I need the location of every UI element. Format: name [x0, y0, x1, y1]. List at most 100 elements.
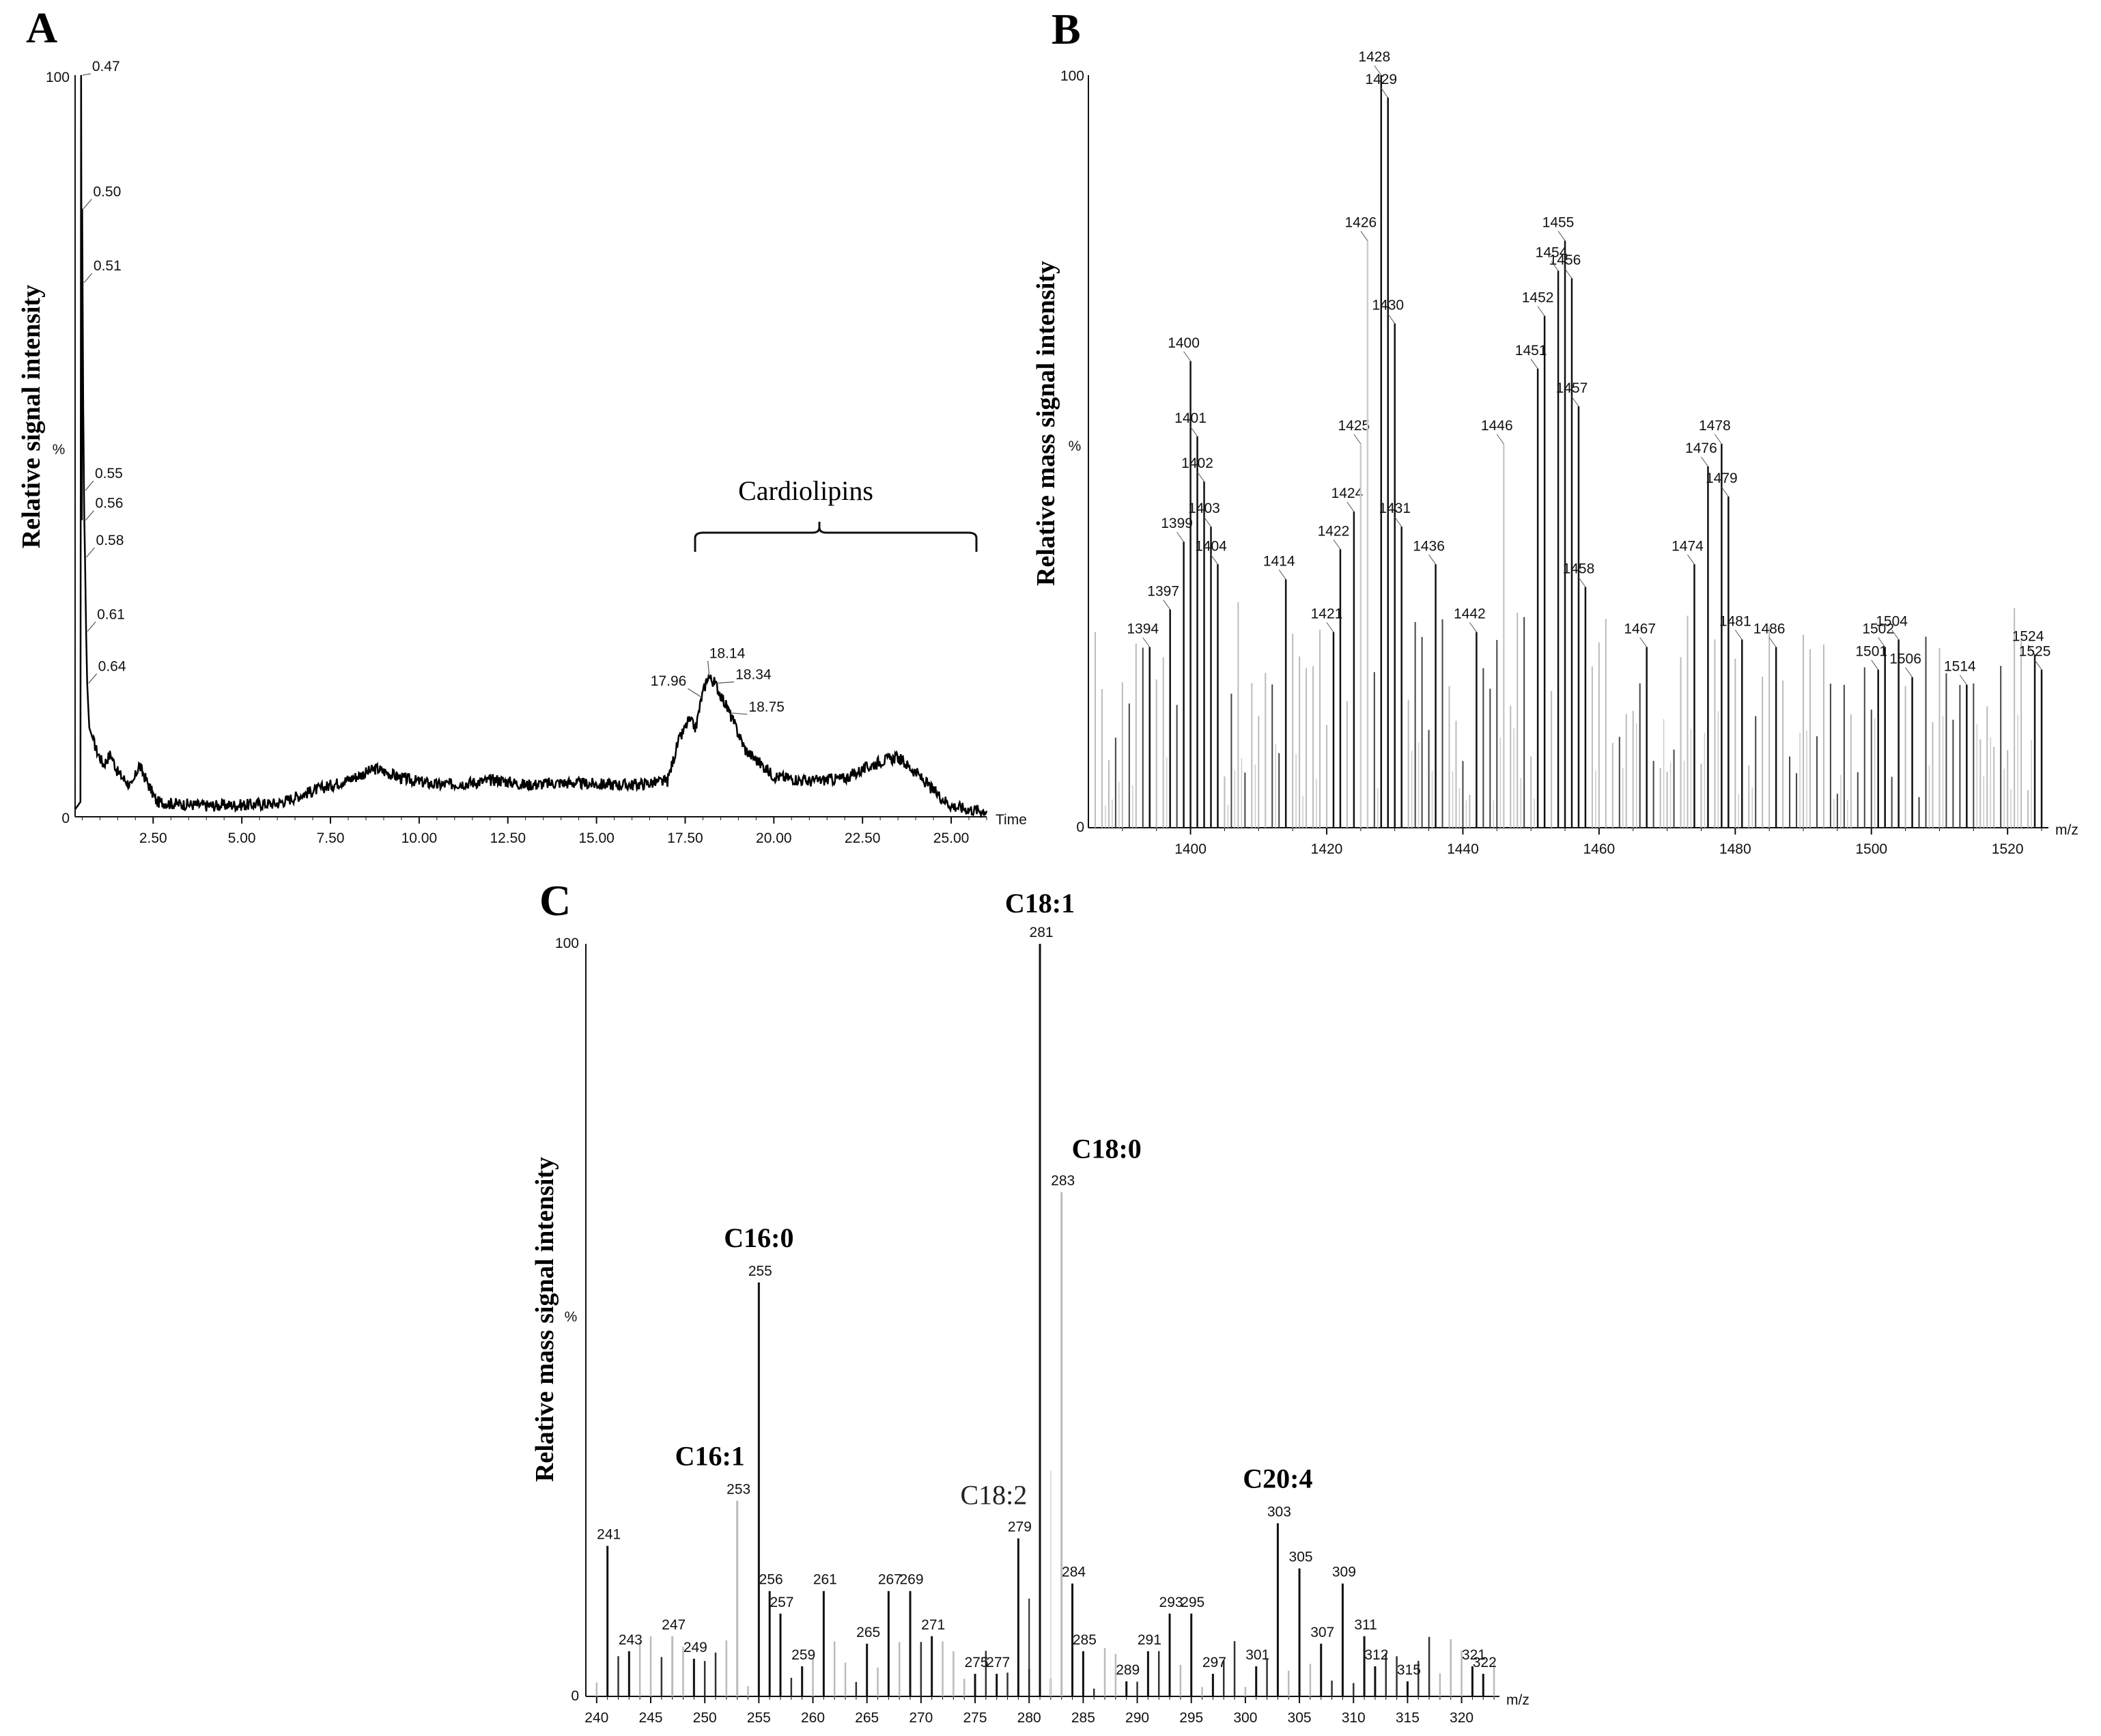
panel-b-mass-spectrum: Relative mass signal intensity 100 % 0 m…	[1032, 49, 2078, 857]
panel-b-x-tick-label: 1460	[1583, 841, 1616, 857]
panel-b-peak-label: 1502	[1862, 621, 1894, 637]
panel-b-peak-label: 1452	[1522, 290, 1554, 306]
panel-b-peak-label: 1458	[1563, 561, 1595, 576]
panel-b-peak-label: 1504	[1876, 614, 1908, 630]
panel-b-peak-leader	[1564, 268, 1573, 279]
panel-letter-a: A	[26, 3, 57, 52]
panel-c-peak-label: 249	[683, 1640, 707, 1655]
panel-a-peak-leader	[85, 480, 94, 491]
panel-b-x-tick-label: 1440	[1447, 841, 1479, 857]
panel-c-peak-label: 256	[759, 1572, 783, 1588]
panel-c-x-tick-label: 290	[1125, 1710, 1149, 1726]
panel-a-peak-leader	[688, 688, 703, 699]
panel-c-peak-label: 295	[1181, 1595, 1204, 1610]
panel-b-peak-leader	[1701, 456, 1708, 467]
panel-b-peak-leader	[1721, 486, 1729, 497]
panel-c-x-tick-label: 245	[638, 1710, 662, 1726]
panel-b-peak-label: 1454	[1536, 245, 1568, 261]
panel-b-peak-label: 1428	[1358, 49, 1390, 65]
fatty-acid-label: C18:2	[960, 1480, 1027, 1511]
panel-c-peak-label: 261	[813, 1572, 837, 1588]
panel-c-peak-label: 291	[1138, 1632, 1161, 1648]
panel-b-peak-label: 1476	[1685, 440, 1717, 456]
panel-letter-b: B	[1052, 5, 1081, 53]
panel-b-peak-leader	[1381, 87, 1389, 98]
panel-b-peak-label: 1399	[1161, 516, 1193, 531]
panel-b-peak-label: 1430	[1372, 298, 1404, 313]
panel-a-peak-label: 0.61	[97, 607, 125, 623]
cardiolipins-bracket	[694, 522, 978, 552]
panel-a-y-top-label: 100	[46, 70, 70, 85]
panel-c-x-tick-label: 285	[1071, 1710, 1095, 1726]
panel-b-peak-label: 1400	[1168, 335, 1200, 351]
panel-b-peak-leader	[2027, 645, 2035, 655]
panel-b-peak-leader	[1428, 555, 1436, 565]
panel-b-x-tick-label: 1400	[1174, 841, 1207, 857]
panel-c-x-tick-label: 265	[855, 1710, 879, 1726]
panel-c-y-top-label: 100	[555, 936, 579, 951]
panel-b-peak-leader	[1197, 471, 1204, 482]
panel-b-peak-label: 1436	[1413, 538, 1445, 554]
panel-a-peak-label: 0.56	[96, 496, 124, 512]
panel-a-peak-leader	[85, 510, 94, 520]
panel-b-peak-leader	[1551, 261, 1559, 271]
panel-b-peak-label: 1431	[1379, 501, 1411, 516]
panel-a-y-mid-label: %	[53, 442, 66, 458]
panel-a-x-tick-label: 15.00	[578, 830, 615, 846]
panel-b-peak-leader	[1211, 555, 1218, 565]
panel-b-x-tick-label: 1520	[1992, 841, 2024, 857]
panel-b-peak-label: 1425	[1338, 418, 1370, 434]
panel-a-x-tick-label: 10.00	[401, 830, 438, 846]
panel-b-peak-label: 1422	[1318, 523, 1350, 539]
panel-a-x-tick-label: 12.50	[490, 830, 526, 846]
panel-b-peak-label: 1401	[1174, 410, 1207, 426]
panel-b-peak-leader	[1190, 426, 1198, 437]
panel-b-peak-leader	[1394, 516, 1402, 527]
panel-b-peak-label: 1424	[1331, 486, 1364, 501]
panel-b-peak-leader	[1278, 570, 1286, 580]
panel-a-peak-label: 0.55	[95, 466, 123, 481]
panel-b-peak-leader	[1326, 622, 1334, 632]
panel-c-x-tick-label: 280	[1017, 1710, 1041, 1726]
panel-b-y-top-label: 100	[1060, 68, 1084, 84]
panel-b-peak-leader	[1204, 516, 1211, 527]
panel-b-peak-leader	[2034, 660, 2042, 670]
panel-b-peak-label: 1397	[1147, 583, 1179, 599]
panel-c-x-tick-label: 310	[1342, 1710, 1366, 1726]
panel-c-x-tick-label: 260	[801, 1710, 825, 1726]
panel-c-peak-label: 247	[662, 1617, 686, 1633]
panel-a-peak-leader	[87, 621, 96, 632]
panel-b-y-axis-label: Relative mass signal intensity	[1032, 261, 1060, 586]
panel-a-peak-label: 18.34	[735, 667, 772, 683]
panel-b-peak-label: 1524	[2012, 629, 2044, 645]
panel-c-x-axis-label: m/z	[1506, 1692, 1529, 1708]
panel-a-x-axis-label: Time	[996, 812, 1027, 828]
panel-b-peak-label: 1474	[1672, 538, 1704, 554]
panel-b-peak-label: 1478	[1699, 418, 1731, 434]
panel-b-peak-label: 1525	[2019, 644, 2051, 660]
panel-c-x-tick-label: 295	[1179, 1710, 1203, 1726]
panel-b-peak-leader	[1353, 434, 1362, 445]
panel-b-peak-leader	[1639, 637, 1648, 647]
panel-a-peak-label: 18.75	[748, 699, 785, 715]
panel-c-peak-label: 305	[1289, 1550, 1313, 1565]
panel-b-peak-label: 1426	[1344, 214, 1377, 230]
panel-a-peak-label: 18.14	[709, 646, 746, 662]
panel-a-peak-leader	[82, 73, 91, 76]
panel-c-x-tick-label: 240	[584, 1710, 608, 1726]
panel-a-peak-leader	[707, 660, 710, 676]
panel-b-peak-leader	[1557, 231, 1566, 241]
panel-c-peak-label: 301	[1245, 1647, 1269, 1663]
fatty-acid-label: C18:0	[1072, 1134, 1142, 1164]
panel-a-peak-leader	[83, 272, 93, 283]
panel-b-x-tick-label: 1420	[1311, 841, 1343, 857]
panel-a-peak-label: 0.50	[93, 184, 121, 199]
panel-c-peak-label: 312	[1364, 1647, 1388, 1663]
panel-c-x-tick-label: 300	[1233, 1710, 1257, 1726]
panel-a-x-tick-label: 17.50	[667, 830, 703, 846]
panel-b-y-bottom-label: 0	[1076, 820, 1084, 835]
panel-b-peak-leader	[1176, 531, 1185, 542]
panel-a-peak-leader	[731, 712, 748, 715]
panel-c-peak-label: 257	[770, 1595, 793, 1610]
panel-a-peak-label: 0.51	[94, 258, 122, 274]
